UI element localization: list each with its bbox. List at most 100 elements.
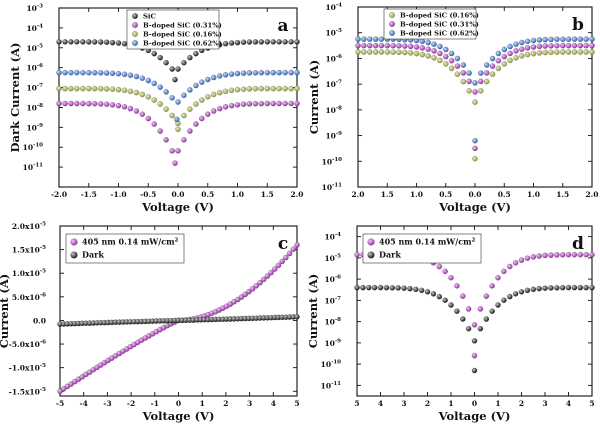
data-point xyxy=(145,94,152,100)
data-point xyxy=(577,49,584,55)
data-point xyxy=(115,40,122,46)
data-point xyxy=(258,69,265,76)
data-point xyxy=(402,43,408,49)
legend-marker xyxy=(70,238,78,246)
data-point xyxy=(294,242,300,248)
data-point xyxy=(530,286,537,293)
x-tick-label: 1 xyxy=(448,399,453,408)
y-tick-label: 10-11 xyxy=(321,381,342,391)
data-point xyxy=(139,111,146,117)
x-tick-label: 2.0 xyxy=(290,190,303,199)
data-point xyxy=(542,36,548,43)
x-tick-label: -1.5 xyxy=(81,190,97,199)
data-point xyxy=(366,36,373,42)
panel-letter: d xyxy=(572,234,584,254)
data-point xyxy=(199,79,205,85)
data-point xyxy=(402,49,408,56)
x-tick-label: 0.5 xyxy=(498,190,511,199)
legend-marker xyxy=(132,13,138,19)
data-point xyxy=(139,91,146,98)
x-tick-label: 0 xyxy=(176,399,181,408)
data-point xyxy=(62,100,68,107)
data-point xyxy=(489,308,495,314)
data-point xyxy=(283,254,289,261)
data-point xyxy=(139,75,146,81)
data-point xyxy=(294,85,300,92)
data-point xyxy=(507,293,513,300)
data-point-min xyxy=(472,155,478,162)
data-point xyxy=(448,65,455,72)
data-point xyxy=(257,279,263,286)
data-point xyxy=(222,104,229,110)
data-point xyxy=(222,72,229,78)
y-tick-label: 10-6 xyxy=(324,275,341,285)
data-point xyxy=(554,42,560,49)
data-point xyxy=(355,36,361,42)
legend-marker xyxy=(132,40,138,46)
legend-box xyxy=(383,8,477,40)
data-point xyxy=(121,87,128,94)
x-tick-label: 1.5 xyxy=(556,190,569,199)
data-point xyxy=(548,49,554,56)
x-tick-label: 0.5 xyxy=(201,190,214,199)
data-point xyxy=(460,62,467,68)
data-point xyxy=(512,291,519,297)
data-point xyxy=(79,374,85,380)
data-point xyxy=(489,63,496,69)
data-point xyxy=(483,316,490,322)
data-point xyxy=(495,65,502,72)
data-point xyxy=(577,251,584,258)
y-tick-label: 10-7 xyxy=(26,83,43,93)
data-point xyxy=(252,39,259,45)
legend-entry: B-doped SiC (0.31%) xyxy=(143,22,222,30)
data-point xyxy=(390,42,396,49)
y-tick-label: 10-9 xyxy=(26,123,43,133)
y-tick-label: 10-10 xyxy=(322,157,343,167)
x-tick-label: 2 xyxy=(425,399,430,408)
data-point xyxy=(372,49,379,55)
y-tick-label: 10-5 xyxy=(26,43,43,53)
x-axis-label: Voltage (V) xyxy=(438,200,511,214)
data-point xyxy=(519,39,525,46)
data-point xyxy=(565,42,572,49)
data-point xyxy=(246,101,253,107)
data-point xyxy=(448,57,455,64)
data-point xyxy=(97,39,104,45)
data-point xyxy=(145,115,152,122)
x-tick-label: 5 xyxy=(589,399,594,408)
series-b-0 xyxy=(355,49,595,162)
data-point xyxy=(276,69,282,76)
data-point xyxy=(62,39,68,45)
y-tick-label: 10-5 xyxy=(325,28,342,38)
data-point xyxy=(465,306,472,312)
data-point xyxy=(109,39,116,46)
data-point xyxy=(548,36,554,43)
data-point xyxy=(75,376,82,382)
data-point xyxy=(354,284,360,291)
data-point xyxy=(454,308,460,314)
legend-b: B-doped SiC (0.16%)B-doped SiC (0.31%)B-… xyxy=(383,8,479,40)
data-point xyxy=(443,46,449,53)
data-point xyxy=(513,48,519,54)
data-point xyxy=(419,51,426,58)
data-point xyxy=(151,97,157,103)
data-point xyxy=(389,285,396,291)
data-point xyxy=(74,85,80,92)
data-point xyxy=(530,44,537,50)
data-point xyxy=(495,302,501,308)
data-point xyxy=(193,121,199,127)
data-point xyxy=(169,66,175,72)
data-point xyxy=(187,128,193,134)
data-point xyxy=(151,80,157,87)
data-point xyxy=(80,39,86,45)
data-point xyxy=(246,70,253,76)
data-point xyxy=(80,69,86,76)
y-tick-label: 10-5 xyxy=(324,253,341,263)
data-point xyxy=(294,69,300,76)
y-tick-label: 10-9 xyxy=(324,338,341,348)
x-tick-label: -4 xyxy=(80,399,88,408)
data-point xyxy=(56,39,62,45)
y-tick-label: 10-8 xyxy=(324,317,341,327)
data-point xyxy=(565,251,572,258)
y-axis-label: Dark Current (A) xyxy=(8,43,22,153)
